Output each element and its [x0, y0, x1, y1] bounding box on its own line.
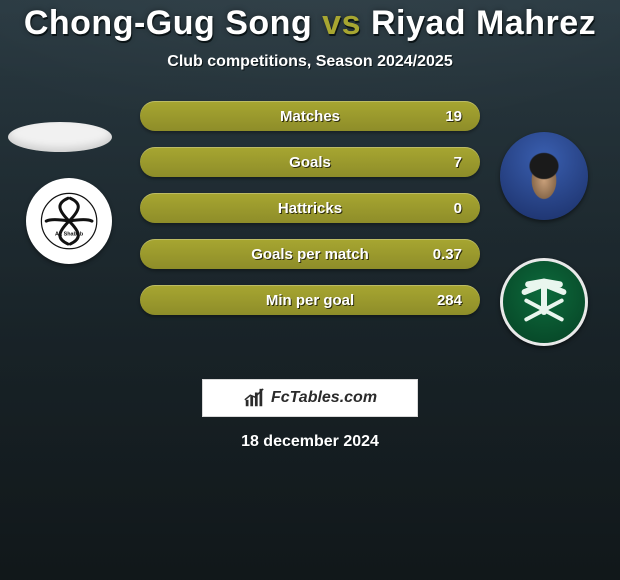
stat-value-right: 0	[454, 200, 462, 217]
title-vs: vs	[322, 4, 361, 42]
page-title: Chong-Gug Song vs Riyad Mahrez	[0, 4, 620, 43]
stat-value-right: 19	[445, 108, 462, 125]
stat-value-right: 0.37	[433, 246, 462, 263]
stat-label: Min per goal	[158, 292, 462, 309]
stat-bar: Matches19	[140, 101, 480, 131]
stat-label: Matches	[158, 108, 462, 125]
subtitle: Club competitions, Season 2024/2025	[0, 53, 620, 71]
stat-label: Goals per match	[158, 246, 462, 263]
title-player1: Chong-Gug Song	[24, 4, 312, 42]
comparison-card: Chong-Gug Song vs Riyad Mahrez Club comp…	[0, 0, 620, 451]
stat-label: Goals	[158, 154, 462, 171]
title-player2: Riyad Mahrez	[371, 4, 596, 42]
stat-value-right: 7	[454, 154, 462, 171]
stat-bar: Goals per match0.37	[140, 239, 480, 269]
chart-icon	[243, 387, 265, 409]
branding-badge: FcTables.com	[202, 379, 418, 417]
stat-bar: Min per goal284	[140, 285, 480, 315]
stats-block: Matches19 Goals7 Hattricks0 Goals per match…	[0, 101, 620, 361]
stat-value-right: 284	[437, 292, 462, 309]
stat-label: Hattricks	[158, 200, 462, 217]
stat-bar: Goals7	[140, 147, 480, 177]
date-text: 18 december 2024	[0, 433, 620, 451]
branding-text: FcTables.com	[271, 389, 377, 407]
stat-bar: Hattricks0	[140, 193, 480, 223]
stat-bars: Matches19 Goals7 Hattricks0 Goals per match…	[140, 101, 480, 331]
